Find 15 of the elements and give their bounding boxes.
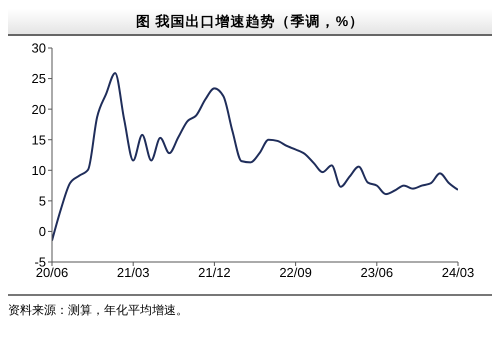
y-tick-label: 10 [32,162,46,178]
x-tick-label: 22/09 [279,265,312,280]
y-tick-label: 15 [32,132,46,148]
x-tick-label: 23/06 [360,265,394,280]
line-series [52,72,458,242]
text: 资料来源：测算，年化平均增速。 [8,302,189,319]
y-tick-label: 20 [32,102,46,117]
y-tick-label: 0 [38,224,46,240]
y-tick-label: 30 [32,40,46,56]
chart-title: 图 我国出口增速趋势（季调，%） [8,8,492,36]
x-tick-label: 21/12 [198,265,231,280]
y-tick-label: 25 [32,71,46,86]
y-tick-label: 5 [38,193,46,208]
x-tick-label: 21/03 [116,265,150,280]
x-tick-label: 24/03 [442,265,474,280]
